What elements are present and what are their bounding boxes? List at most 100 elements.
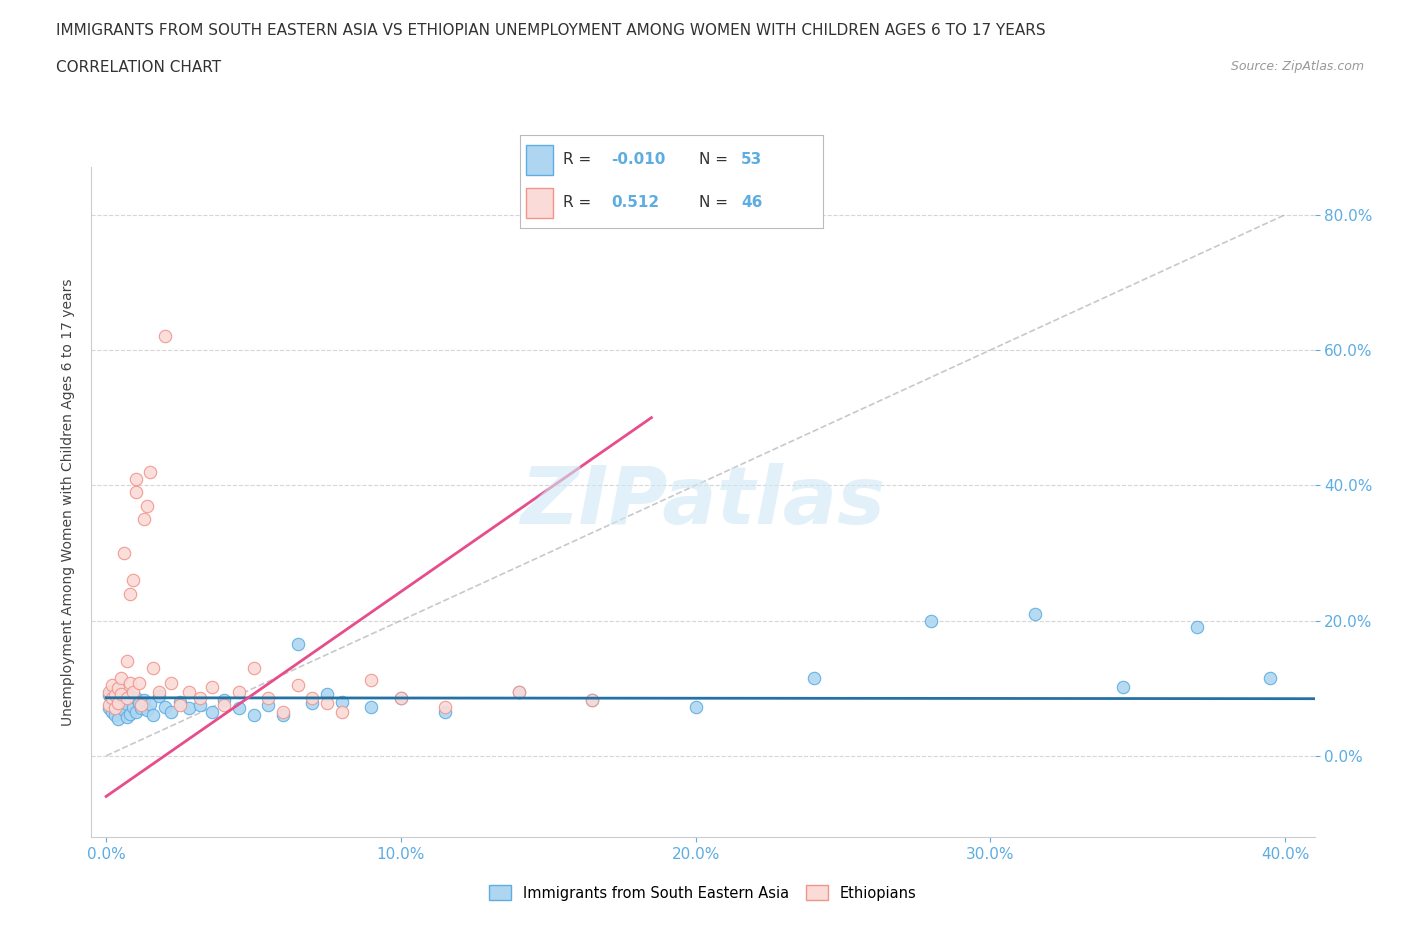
Point — [104, 687, 127, 702]
Point — [1024, 606, 1046, 621]
Point — [803, 671, 825, 685]
Point — [110, 698, 132, 712]
Point — [190, 691, 212, 706]
Point — [136, 702, 159, 717]
Point — [115, 654, 138, 669]
Point — [169, 695, 191, 710]
Point — [101, 691, 124, 706]
Legend: Immigrants from South Eastern Asia, Ethiopians: Immigrants from South Eastern Asia, Ethi… — [484, 880, 922, 907]
Point — [142, 708, 165, 723]
Point — [101, 704, 124, 719]
Point — [271, 704, 294, 719]
FancyBboxPatch shape — [526, 145, 554, 175]
Point — [1185, 620, 1208, 635]
Point — [508, 684, 530, 699]
Point — [434, 699, 457, 714]
Point — [177, 684, 200, 699]
Point — [360, 672, 382, 687]
Point — [115, 697, 138, 711]
Point — [139, 464, 162, 479]
Point — [115, 691, 138, 706]
Point — [242, 660, 264, 675]
Point — [121, 573, 143, 588]
Point — [98, 701, 121, 716]
Point — [104, 701, 127, 716]
Text: 46: 46 — [741, 195, 762, 210]
Point — [98, 698, 121, 712]
Point — [228, 701, 250, 716]
Point — [920, 613, 942, 628]
Point — [142, 660, 165, 675]
Point — [330, 704, 353, 719]
Text: CORRELATION CHART: CORRELATION CHART — [56, 60, 221, 75]
Point — [177, 701, 200, 716]
Point — [139, 697, 162, 711]
Point — [112, 546, 135, 561]
Point — [257, 691, 280, 706]
Point — [128, 675, 150, 690]
Point — [104, 708, 127, 723]
Point — [101, 684, 124, 699]
Text: -0.010: -0.010 — [612, 153, 665, 167]
Point — [148, 689, 170, 704]
FancyBboxPatch shape — [526, 188, 554, 218]
Text: 53: 53 — [741, 153, 762, 167]
Point — [153, 329, 176, 344]
Text: N =: N = — [699, 195, 727, 210]
Point — [434, 704, 457, 719]
Point — [201, 704, 224, 719]
Point — [360, 699, 382, 714]
Point — [581, 693, 603, 708]
Point — [153, 699, 176, 714]
Point — [287, 637, 309, 652]
Point — [107, 711, 129, 726]
Point — [98, 687, 121, 702]
Point — [131, 701, 153, 716]
Point — [107, 691, 129, 706]
Point — [242, 708, 264, 723]
Point — [508, 684, 530, 699]
Text: N =: N = — [699, 153, 727, 167]
Text: IMMIGRANTS FROM SOUTH EASTERN ASIA VS ETHIOPIAN UNEMPLOYMENT AMONG WOMEN WITH CH: IMMIGRANTS FROM SOUTH EASTERN ASIA VS ET… — [56, 23, 1046, 38]
Point — [160, 704, 183, 719]
Point — [124, 691, 146, 706]
Point — [112, 693, 135, 708]
Point — [160, 675, 183, 690]
Point — [110, 686, 132, 701]
Point — [124, 704, 146, 719]
Point — [134, 512, 156, 526]
Point — [581, 693, 603, 708]
Point — [101, 677, 124, 692]
Point — [301, 696, 323, 711]
Point — [124, 472, 146, 486]
Point — [201, 680, 224, 695]
Point — [389, 691, 412, 706]
Point — [228, 684, 250, 699]
Point — [148, 684, 170, 699]
Point — [301, 691, 323, 706]
Point — [112, 702, 135, 717]
Point — [389, 691, 412, 706]
Point — [169, 698, 191, 712]
Point — [118, 586, 141, 601]
Point — [118, 675, 141, 690]
Text: 0.512: 0.512 — [612, 195, 659, 210]
Point — [104, 695, 127, 710]
Point — [212, 693, 235, 708]
Point — [110, 686, 132, 701]
Point — [316, 686, 339, 701]
Text: ZIPatlas: ZIPatlas — [520, 463, 886, 541]
Point — [115, 710, 138, 724]
Text: R =: R = — [562, 153, 591, 167]
Point — [128, 696, 150, 711]
Point — [685, 699, 707, 714]
Point — [118, 689, 141, 704]
Point — [257, 698, 280, 712]
Text: R =: R = — [562, 195, 591, 210]
Point — [287, 677, 309, 692]
Point — [1112, 680, 1135, 695]
Point — [107, 681, 129, 696]
Point — [98, 684, 121, 699]
Point — [121, 699, 143, 714]
Y-axis label: Unemployment Among Women with Children Ages 6 to 17 years: Unemployment Among Women with Children A… — [60, 278, 75, 726]
